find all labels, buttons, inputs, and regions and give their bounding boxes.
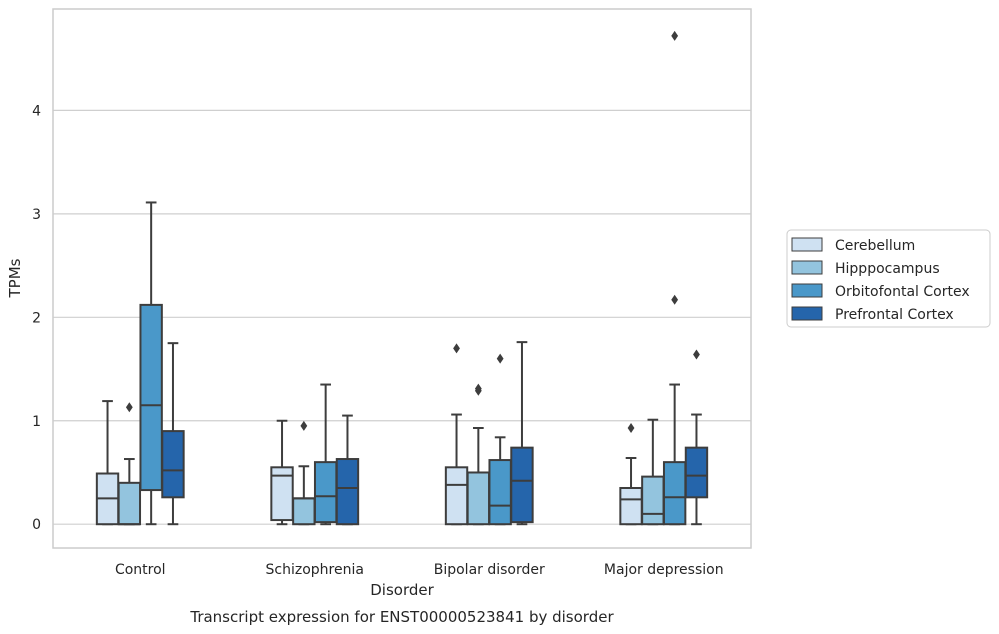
box-0-2: [139, 201, 163, 526]
box-1-1: [292, 420, 316, 526]
x-tick-label-0: Control: [115, 562, 166, 578]
legend-item-2: Orbitofontal Cortex: [791, 283, 970, 300]
box-body: [139, 303, 163, 492]
y-tick-label-0: 0: [32, 517, 41, 533]
box-series: [95, 30, 709, 526]
plot-frame: [52, 8, 752, 549]
box-body: [466, 471, 491, 526]
y-tick-label-2: 2: [32, 310, 41, 326]
legend-frame: [786, 229, 991, 328]
box-2-3: [510, 341, 534, 526]
plot-border: [52, 8, 752, 549]
box-1-0: [270, 419, 294, 526]
legend-item-0: Cerebellum: [791, 237, 915, 254]
outlier-point-0: [125, 402, 133, 413]
y-tick-label-4: 4: [32, 103, 41, 119]
box-2-2: [488, 353, 512, 526]
outlier-point-1: [671, 30, 679, 41]
legend-label: Prefrontal Cortex: [835, 307, 954, 323]
box-0-0: [95, 400, 120, 526]
outlier-point-0: [693, 349, 700, 360]
box-body: [662, 461, 687, 526]
x-tick-label-3: Major depression: [604, 562, 724, 578]
box-1-3: [335, 414, 360, 526]
box-body: [161, 430, 185, 499]
y-tick-label-3: 3: [32, 207, 41, 223]
y-tick-label-1: 1: [32, 414, 41, 430]
y-axis-label: TPMs: [6, 258, 24, 298]
legend-label: Cerebellum: [835, 238, 915, 254]
box-body: [313, 461, 338, 524]
box-body: [117, 481, 142, 526]
outlier-point-0: [300, 420, 308, 431]
legend-swatch: [791, 306, 823, 321]
box-3-0: [619, 422, 643, 526]
outlier-point-0: [671, 294, 679, 305]
outlier-point-0: [453, 343, 460, 354]
chart-caption: Transcript expression for ENST0000052384…: [189, 608, 614, 626]
legend-item-3: Prefrontal Cortex: [791, 306, 954, 323]
outlier-point-1: [474, 383, 482, 394]
legend-item-1: Hipppocampus: [791, 260, 940, 277]
box-body: [488, 459, 512, 526]
x-tick-label-2: Bipolar disorder: [434, 562, 545, 578]
legend: Cerebellum Hipppocampus Orbitofontal Corte…: [786, 229, 991, 328]
x-tick-label-1: Schizophrenia: [266, 562, 364, 578]
box-0-1: [117, 402, 142, 526]
x-tick-labels: Control Schizophrenia Bipolar disorder Majo…: [115, 562, 724, 578]
outlier-point-0: [496, 353, 504, 364]
box-3-2: [662, 30, 687, 526]
box-body: [684, 446, 709, 499]
y-tick-labels: 0 1 2 3 4: [32, 103, 41, 533]
box-body: [641, 475, 665, 526]
legend-swatch: [791, 283, 823, 298]
legend-swatch: [791, 237, 823, 252]
box-3-1: [641, 418, 665, 526]
box-body: [619, 486, 643, 526]
box-body: [292, 497, 316, 526]
box-0-3: [161, 342, 185, 526]
box-2-1: [466, 383, 491, 526]
outlier-point-0: [627, 422, 635, 433]
legend-label: Orbitofontal Cortex: [835, 284, 970, 300]
box-body: [335, 458, 360, 526]
x-axis-label: Disorder: [370, 581, 434, 599]
legend-label: Hipppocampus: [835, 261, 940, 277]
box-3-3: [684, 349, 709, 526]
legend-swatch: [791, 260, 823, 275]
box-1-2: [313, 383, 338, 526]
box-body: [510, 446, 534, 524]
box-body: [270, 466, 294, 522]
box-body: [444, 466, 469, 526]
box-2-0: [444, 343, 469, 526]
